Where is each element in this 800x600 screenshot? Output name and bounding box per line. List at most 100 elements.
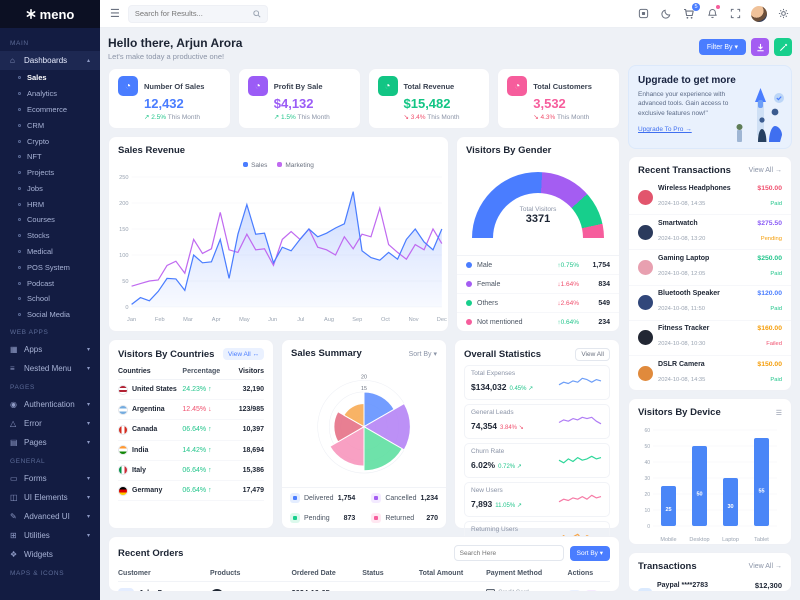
widgets-icon: ❖ xyxy=(10,549,18,559)
sidebar-subitem[interactable]: HRM xyxy=(0,196,100,212)
list-item[interactable]: Bluetooth Speaker 2024-10-08, 11:50 $120… xyxy=(629,286,791,321)
sidebar-item[interactable]: ◫ UI Elements ▾ xyxy=(0,488,100,507)
filter-by-button[interactable]: Filter By ▾ xyxy=(698,39,746,55)
chart-menu-icon[interactable]: ☰ xyxy=(775,409,782,417)
notifications-bell-icon[interactable] xyxy=(705,4,720,21)
sidebar-subitem-label: Courses xyxy=(27,215,55,225)
view-all-button[interactable]: View All xyxy=(575,348,610,361)
sidebar-subitem[interactable]: Ecommerce xyxy=(0,102,100,118)
stat-card: ◔ Total Revenue $15,482 ↘ 3.4% This Mont… xyxy=(367,68,491,129)
transaction-name: Smartwatch xyxy=(658,219,698,227)
sidebar-subitem[interactable]: Courses xyxy=(0,212,100,228)
edit-order-button[interactable] xyxy=(584,589,598,591)
sidebar-item[interactable]: ❖ Widgets xyxy=(0,545,100,564)
table-header: Customer Products Ordered Date Status To… xyxy=(118,566,610,582)
stat-cards: ◔ Number Of Sales 12,432 ↗ 2.5% This Mon… xyxy=(108,68,620,129)
stat-delta: 4.3% xyxy=(540,114,556,121)
table-row[interactable]: JD John Doe #SPK1001 Wrist Watch xyxy=(118,582,610,591)
trend-arrow-icon: ↑ xyxy=(557,261,561,269)
legend-label: Others xyxy=(477,299,499,307)
view-all-button[interactable]: View All ↔ xyxy=(223,348,264,360)
sidebar-subitem[interactable]: Social Media xyxy=(0,307,100,323)
table-row: Canada 06.64% ↑ 10,397 xyxy=(118,420,264,441)
stat-pct: 11.05% ↗ xyxy=(495,503,522,509)
card-title: Visitors By Device xyxy=(638,407,721,419)
list-item[interactable]: Smartwatch 2024-10-08, 13:20 $275.50 Pen… xyxy=(629,215,791,251)
sidebar-item[interactable]: ▦ Apps ▾ xyxy=(0,340,100,359)
export-button[interactable] xyxy=(751,38,769,56)
sales-revenue-chart[interactable]: 0 50 100 150 200 250 Jan Feb Mar Apr May Jun Jul Aug S… xyxy=(109,171,448,323)
sidebar-subitem[interactable]: Stocks xyxy=(0,228,100,244)
nested-menu-icon: ≡ xyxy=(10,363,15,373)
sidebar-item[interactable]: ◉ Authentication ▾ xyxy=(0,395,100,414)
country-visitors: 123/985 xyxy=(238,406,264,414)
upgrade-card: Upgrade to get more Enhance your experie… xyxy=(628,65,792,149)
list-item[interactable]: DSLR Camera 2024-10-08, 14:35 $150.00 Pa… xyxy=(629,356,791,390)
bullet-icon xyxy=(18,92,21,96)
stat-card: ◔ Profit By Sale $4,132 ↗ 1.5% This Mont… xyxy=(237,68,361,129)
list-item[interactable]: Gaming Laptop 2024-10-08, 12:05 $250.00 … xyxy=(629,250,791,286)
search-input[interactable] xyxy=(134,9,249,18)
sidebar-subitem[interactable]: School xyxy=(0,291,100,307)
sidebar-item[interactable]: ✎ Advanced UI ▾ xyxy=(0,507,100,526)
sidebar-subitem[interactable]: Medical xyxy=(0,244,100,260)
view-all-button[interactable]: View All → xyxy=(748,563,782,571)
dark-mode-moon-icon[interactable] xyxy=(659,7,673,21)
sidebar-item[interactable]: ⊞ Utilities ▾ xyxy=(0,526,100,545)
sidebar-subitem-label: Ecommerce xyxy=(27,104,68,114)
orders-search-input[interactable] xyxy=(459,549,558,557)
country-name: Germany xyxy=(132,487,163,495)
language-icon[interactable] xyxy=(636,7,650,21)
list-item[interactable]: Fitness Tracker 2024-10-08, 10:30 $160.0… xyxy=(629,321,791,356)
view-all-button[interactable]: View All → xyxy=(748,167,782,174)
sidebar-subitem[interactable]: POS System xyxy=(0,259,100,275)
cart-icon[interactable]: 5 xyxy=(682,2,700,21)
sidebar-subitem[interactable]: Analytics xyxy=(0,86,100,102)
list-item[interactable]: Wireless Headphones 2024-10-08, 14:35 $1… xyxy=(629,180,791,216)
sidebar-subitem[interactable]: CRM xyxy=(0,117,100,133)
orders-search[interactable] xyxy=(453,545,564,561)
list-item[interactable]: P Paypal ****2783 24 Jul 2024 at 2:45PM … xyxy=(629,576,791,592)
sidebar-subitem-label: Jobs xyxy=(27,183,43,193)
tools-button[interactable] xyxy=(774,38,792,56)
legend-row: Female ↓1.64% 834 xyxy=(457,275,619,294)
global-search[interactable] xyxy=(127,4,268,23)
svg-text:50: 50 xyxy=(696,492,702,498)
app-logo[interactable]: meno xyxy=(0,0,100,28)
stat-delta: 2.5% xyxy=(151,114,167,121)
device-bar-chart[interactable]: 0 10 20 30 40 50 60 25 Mobile 50 Desktop 30 Laptop 55… xyxy=(629,422,791,544)
sort-by-button[interactable]: Sort By ▾ xyxy=(569,545,610,561)
sidebar-subitem[interactable]: NFT xyxy=(0,149,100,165)
sidebar-subitem[interactable]: Crypto xyxy=(0,133,100,149)
summary-legend: Delivered 1,754 Cancelled 1,234 xyxy=(282,487,446,528)
transaction-status: Failed xyxy=(766,341,782,348)
svg-text:20: 20 xyxy=(361,374,367,380)
sidebar-subitem[interactable]: Sales xyxy=(0,70,100,86)
sidebar-item[interactable]: △ Error ▾ xyxy=(0,414,100,433)
sidebar-subitem[interactable]: Podcast xyxy=(0,275,100,291)
sidebar-item[interactable]: ≡ Nested Menu ▾ xyxy=(0,359,100,378)
sidebar-subitem-label: NFT xyxy=(27,152,42,162)
stat-title: Profit By Sale xyxy=(273,81,323,91)
settings-gear-icon[interactable] xyxy=(776,7,790,21)
sidebar-item[interactable]: ▤ Pages ▾ xyxy=(0,433,100,452)
legend-value: 270 xyxy=(426,514,438,522)
view-order-button[interactable] xyxy=(567,589,581,591)
sidebar-subitem-label: Crypto xyxy=(27,136,50,146)
sidebar-subitem[interactable]: Jobs xyxy=(0,180,100,196)
gender-gauge-chart[interactable]: Total Visitors 3371 xyxy=(472,172,604,242)
column-header: Products xyxy=(210,570,241,577)
sidebar-item[interactable]: ▭ Forms ▾ xyxy=(0,469,100,488)
sidebar-item-dashboards[interactable]: ⌂ Dashboards ▴ xyxy=(0,51,100,70)
upgrade-pro-link[interactable]: Upgrade To Pro → xyxy=(638,126,692,134)
menu-toggle-icon[interactable]: ☰ xyxy=(110,8,120,20)
sort-by-button[interactable]: Sort By ▾ xyxy=(408,350,437,358)
user-avatar[interactable] xyxy=(751,5,767,22)
bullet-icon xyxy=(18,202,21,206)
sidebar-subitem[interactable]: Projects xyxy=(0,165,100,181)
fullscreen-icon[interactable] xyxy=(728,7,742,21)
visitors-by-countries-card: Visitors By Countries View All ↔ Countri… xyxy=(108,339,274,529)
sidebar-item-label: Forms xyxy=(24,473,47,483)
